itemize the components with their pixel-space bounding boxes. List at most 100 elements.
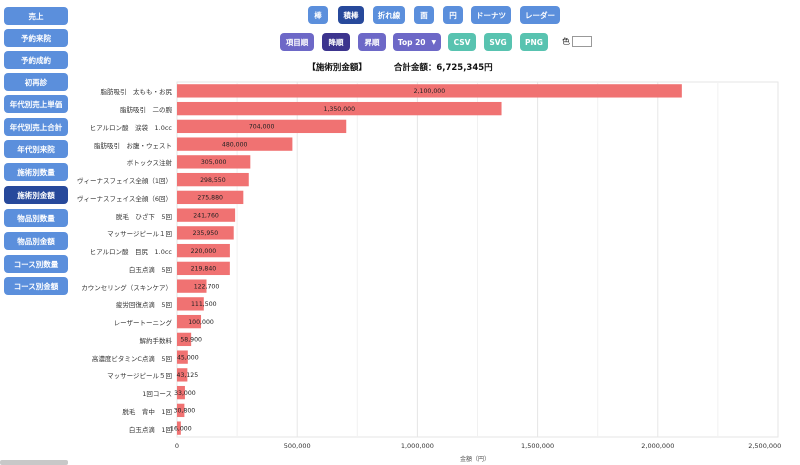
bar-value-label-7: 241,760 bbox=[193, 212, 219, 219]
bar-value-label-14: 58,900 bbox=[180, 337, 202, 344]
bar-14[interactable] bbox=[177, 332, 192, 347]
bar-6[interactable] bbox=[177, 190, 244, 205]
x-tick-label-4: 2,000,000 bbox=[641, 442, 675, 450]
chart-type-button-6[interactable]: レーダー bbox=[520, 6, 560, 24]
color-picker[interactable] bbox=[572, 36, 592, 47]
category-label-1: 脂肪吸引 二の腕 bbox=[120, 106, 172, 115]
x-tick-label-0: 0 bbox=[174, 442, 180, 450]
bar-value-label-13: 100,000 bbox=[188, 319, 214, 326]
bar-value-label-9: 220,000 bbox=[191, 248, 217, 255]
category-label-8: マッサージピール１回 bbox=[107, 230, 172, 239]
chart-type-button-2[interactable]: 折れ線 bbox=[373, 6, 405, 24]
x-tick-label-2: 1,000,000 bbox=[400, 442, 434, 450]
category-label-3: 脂肪吸引 お腹・ウェスト bbox=[94, 141, 172, 150]
bar-value-label-3: 480,000 bbox=[222, 141, 248, 148]
bar-1[interactable] bbox=[177, 101, 502, 116]
sidebar-item-1[interactable]: 予約来院 bbox=[4, 29, 68, 47]
category-label-0: 脂肪吸引 太もも・お尻 bbox=[100, 88, 173, 97]
sidebar-item-12[interactable]: コース別金額 bbox=[4, 277, 68, 295]
sidebar-item-4[interactable]: 年代別売上単価 bbox=[4, 95, 68, 113]
bar-value-label-19: 16,000 bbox=[170, 425, 192, 432]
bar-9[interactable] bbox=[177, 243, 230, 258]
sidebar-item-8[interactable]: 施術別金額 bbox=[4, 186, 68, 204]
sidebar-item-9[interactable]: 物品別数量 bbox=[4, 209, 68, 227]
bar-8[interactable] bbox=[177, 226, 234, 240]
bar-18[interactable] bbox=[177, 403, 185, 418]
horizontal-scrollbar[interactable] bbox=[0, 460, 68, 465]
category-label-15: 高濃度ビタミンC点滴 5回 bbox=[91, 354, 172, 363]
chart-title: 【施術別金額】 合計金額：6,725,345円 bbox=[0, 61, 800, 73]
bar-value-label-1: 1,350,000 bbox=[324, 106, 356, 113]
svg-export-button[interactable]: SVG bbox=[484, 33, 512, 51]
chart-type-button-3[interactable]: 面 bbox=[414, 6, 434, 24]
category-label-7: 脱毛 ひざ下 5回 bbox=[115, 212, 172, 221]
chart-total-text: 合計金額：6,725,345円 bbox=[393, 63, 493, 73]
category-label-17: 1回コース bbox=[142, 390, 172, 399]
bar-16[interactable] bbox=[177, 368, 188, 382]
sort-asc-button[interactable]: 昇順 bbox=[358, 33, 386, 51]
sort-desc-button[interactable]: 降順 bbox=[322, 33, 350, 51]
bar-value-label-2: 704,000 bbox=[249, 124, 275, 131]
bar-value-label-10: 219,840 bbox=[191, 266, 217, 273]
chart-type-button-5[interactable]: ドーナツ bbox=[471, 6, 511, 24]
csv-export-button[interactable]: CSV bbox=[448, 33, 476, 51]
category-label-14: 解約手数料 bbox=[139, 336, 173, 345]
bar-12[interactable] bbox=[177, 297, 204, 311]
bar-11[interactable] bbox=[177, 279, 207, 293]
png-export-button[interactable]: PNG bbox=[520, 33, 548, 51]
x-tick-label-5: 2,500,000 bbox=[748, 442, 782, 450]
category-label-5: ヴィーナスフェイス全顔（1回） bbox=[77, 177, 172, 186]
chart-type-button-0[interactable]: 棒 bbox=[308, 6, 328, 24]
category-label-4: ボトックス注射 bbox=[126, 159, 172, 168]
bar-15[interactable] bbox=[177, 350, 188, 364]
x-tick-label-3: 1,500,000 bbox=[521, 442, 555, 450]
bar-0[interactable] bbox=[177, 84, 682, 98]
bar-10[interactable] bbox=[177, 261, 230, 276]
sidebar-item-6[interactable]: 年代別来院 bbox=[4, 140, 68, 158]
bar-19[interactable] bbox=[177, 421, 181, 435]
category-label-11: カウンセリング（スキンケア） bbox=[81, 283, 172, 292]
bar-value-label-0: 2,100,000 bbox=[414, 88, 446, 95]
category-label-2: ヒアルロン酸 涙袋 1.0cc bbox=[89, 123, 172, 132]
bar-value-label-5: 298,550 bbox=[200, 177, 226, 184]
category-label-9: ヒアルロン酸 目尻 1.0cc bbox=[89, 248, 172, 257]
bar-value-label-8: 235,950 bbox=[193, 230, 219, 237]
bar-17[interactable] bbox=[177, 385, 185, 400]
bar-value-label-6: 275,880 bbox=[197, 195, 223, 202]
bar-2[interactable] bbox=[177, 119, 347, 134]
bar-4[interactable] bbox=[177, 155, 251, 169]
bar-13[interactable] bbox=[177, 314, 202, 329]
bar-value-label-16: 43,125 bbox=[177, 372, 199, 379]
category-label-12: 疲労回復点滴 5回 bbox=[115, 301, 172, 310]
bar-3[interactable] bbox=[177, 137, 293, 151]
sidebar-item-5[interactable]: 年代別売上合計 bbox=[4, 118, 68, 136]
category-label-13: レーザートーニング bbox=[113, 319, 172, 328]
color-label: 色 bbox=[562, 37, 570, 46]
sidebar-item-10[interactable]: 物品別金額 bbox=[4, 232, 68, 250]
sidebar-item-11[interactable]: コース別数量 bbox=[4, 255, 68, 273]
category-label-16: マッサージピール５回 bbox=[107, 372, 172, 381]
bar-value-label-17: 33,000 bbox=[174, 390, 196, 397]
sidebar-item-3[interactable]: 初再診 bbox=[4, 73, 68, 91]
bar-7[interactable] bbox=[177, 208, 236, 222]
chart-type-button-4[interactable]: 円 bbox=[443, 6, 463, 24]
chart-title-text: 【施術別金額】 bbox=[307, 63, 367, 73]
sidebar-item-7[interactable]: 施術別数量 bbox=[4, 163, 68, 181]
bar-5[interactable] bbox=[177, 172, 249, 187]
sidebar-item-0[interactable]: 売上 bbox=[4, 7, 68, 25]
x-tick-label-1: 500,000 bbox=[283, 442, 311, 450]
sort-item-button[interactable]: 項目順 bbox=[280, 33, 314, 51]
sidebar-item-2[interactable]: 予約成約 bbox=[4, 51, 68, 69]
bar-value-label-4: 305,000 bbox=[201, 159, 227, 166]
top-n-select-value: Top 20 bbox=[397, 37, 426, 47]
chart-type-button-1[interactable]: 積棒 bbox=[338, 6, 364, 24]
bar-value-label-12: 111,500 bbox=[191, 301, 217, 308]
x-axis-title: 金額（円） bbox=[459, 456, 490, 463]
bar-value-label-11: 122,700 bbox=[194, 283, 220, 290]
chevron-down-icon: ▼ bbox=[431, 38, 437, 46]
bar-value-label-18: 30,800 bbox=[174, 408, 196, 415]
category-label-19: 白玉点滴 1回 bbox=[128, 425, 172, 434]
top-n-select[interactable]: Top 20 ▼ bbox=[393, 33, 441, 51]
